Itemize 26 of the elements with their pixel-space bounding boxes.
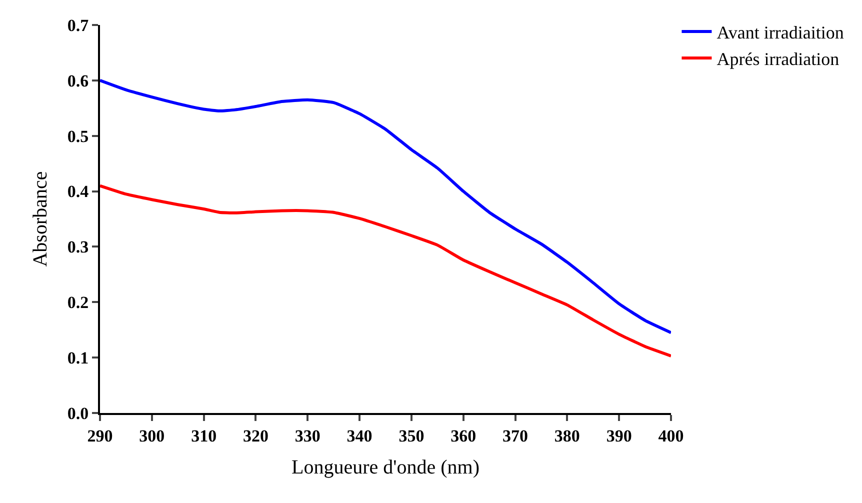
x-tick-label: 320 (242, 426, 268, 446)
x-tick-label: 290 (87, 426, 113, 446)
x-tick-label: 370 (502, 426, 528, 446)
y-tick-label: 0.4 (67, 182, 90, 202)
legend-label: Avant irradiaition (716, 22, 844, 43)
x-axis-title: Longueure d'onde (nm) (292, 456, 480, 478)
line-series (100, 184, 671, 358)
y-tick-label: 0.5 (67, 126, 89, 146)
x-tick-label: 310 (191, 426, 217, 446)
y-axis-title: Absorbance (29, 171, 52, 267)
y-tick-label: 0.0 (67, 404, 89, 423)
y-tick-label: 0.1 (67, 348, 89, 368)
x-tick-label: 340 (346, 426, 372, 446)
x-tick-label: 380 (554, 426, 580, 446)
x-tick-label: 350 (398, 426, 424, 446)
x-tick-label: 330 (294, 426, 320, 446)
legend-label: Aprés irradiation (716, 48, 840, 69)
y-tick-label: 0.6 (67, 71, 89, 90)
y-tick-label: 0.7 (67, 16, 90, 35)
x-tick-label: 360 (450, 426, 476, 446)
line-series (100, 78, 671, 334)
y-tick-label: 0.3 (67, 238, 89, 257)
x-tick-label: 400 (658, 426, 684, 446)
y-tick-label: 0.2 (67, 293, 89, 312)
x-tick-label: 300 (139, 426, 165, 446)
x-tick-label: 390 (606, 426, 632, 446)
